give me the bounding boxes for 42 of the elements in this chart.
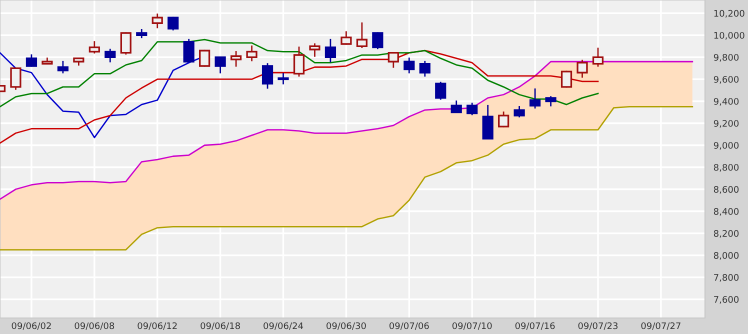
candlestick xyxy=(419,60,430,77)
candlestick xyxy=(309,43,320,57)
y-tick-label: 9,200 xyxy=(714,120,739,128)
x-tick-label: 09/07/16 xyxy=(515,322,555,330)
x-tick-label: 09/06/02 xyxy=(12,322,51,330)
x-tick-label: 09/06/30 xyxy=(326,322,366,330)
candlestick xyxy=(514,106,525,118)
candlestick xyxy=(246,46,258,62)
y-tick-label: 9,800 xyxy=(714,54,739,62)
candlestick xyxy=(136,29,148,38)
x-tick-label: 09/07/10 xyxy=(452,322,492,330)
candlestick xyxy=(356,22,368,48)
y-tick-label: 8,400 xyxy=(714,208,739,216)
y-tick-label: 10,000 xyxy=(714,32,744,40)
y-tick-label: 7,800 xyxy=(714,274,739,282)
y-tick-label: 8,200 xyxy=(714,230,739,238)
x-tick-label: 09/07/06 xyxy=(389,322,429,330)
candlestick xyxy=(278,73,289,84)
candlestick xyxy=(404,58,415,74)
candlestick xyxy=(104,48,116,62)
candlestick xyxy=(88,41,100,54)
x-tick-label: 09/06/08 xyxy=(74,322,114,330)
y-tick-label: 9,400 xyxy=(714,98,739,106)
line-series xyxy=(0,50,599,144)
y-tick-label: 9,600 xyxy=(714,76,739,84)
x-tick-label: 09/07/23 xyxy=(578,322,618,330)
x-tick-label: 09/06/12 xyxy=(138,322,177,330)
candlestick xyxy=(545,96,556,106)
y-tick-label: 8,800 xyxy=(714,164,739,172)
x-tick-label: 09/06/24 xyxy=(264,322,304,330)
candlestick xyxy=(466,102,478,116)
candlestick xyxy=(152,14,163,28)
y-tick-label: 10,200 xyxy=(714,10,744,18)
line-series xyxy=(0,38,599,108)
y-tick-label: 8,000 xyxy=(714,252,739,260)
y-tick-label: 7,600 xyxy=(714,296,739,304)
candlestick xyxy=(576,60,588,78)
x-tick-label: 09/06/18 xyxy=(200,322,240,330)
line-series xyxy=(0,106,694,250)
y-tick-label: 9,000 xyxy=(714,142,739,150)
y-tick-label: 8,600 xyxy=(714,186,739,194)
x-tick-label: 09/07/27 xyxy=(641,322,680,330)
